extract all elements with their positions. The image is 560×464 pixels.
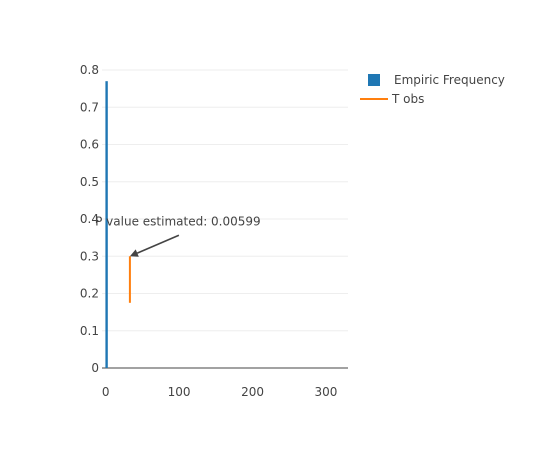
x-axis: 0 100 200 300 [102,367,348,399]
y-tick-label: 0.6 [80,138,99,152]
x-tick-label: 100 [168,385,191,399]
y-tick-label: 0.2 [80,287,99,301]
legend[interactable]: Empiric Frequency T obs [360,73,505,106]
y-tick-label: 0 [91,361,99,375]
x-tick-label: 200 [241,385,264,399]
annotation-layer: P value estimated: 0.00599 [95,214,261,257]
x-tick-label: 300 [315,385,338,399]
annotation-arrow-line [136,234,180,254]
annotation-arrow-head [129,249,139,257]
annotation-text: P value estimated: 0.00599 [95,214,261,228]
legend-label-t-obs[interactable]: T obs [391,92,424,106]
grid-layer [102,69,348,332]
bar[interactable] [105,81,108,369]
y-tick-label: 0.4 [80,212,99,226]
x-tick-label: 0 [102,385,110,399]
y-tick-label: 0.8 [80,63,99,77]
legend-label-empiric-frequency[interactable]: Empiric Frequency [394,73,505,87]
y-tick-label: 0.5 [80,175,99,189]
y-axis: 0 0.1 0.2 0.3 0.4 0.5 0.6 0.7 0.8 [80,63,99,375]
y-tick-label: 0.1 [80,324,99,338]
y-tick-label: 0.3 [80,249,99,263]
y-tick-label: 0.7 [80,100,99,114]
bars-layer [105,81,108,369]
legend-swatch-empiric-frequency[interactable] [368,74,380,86]
